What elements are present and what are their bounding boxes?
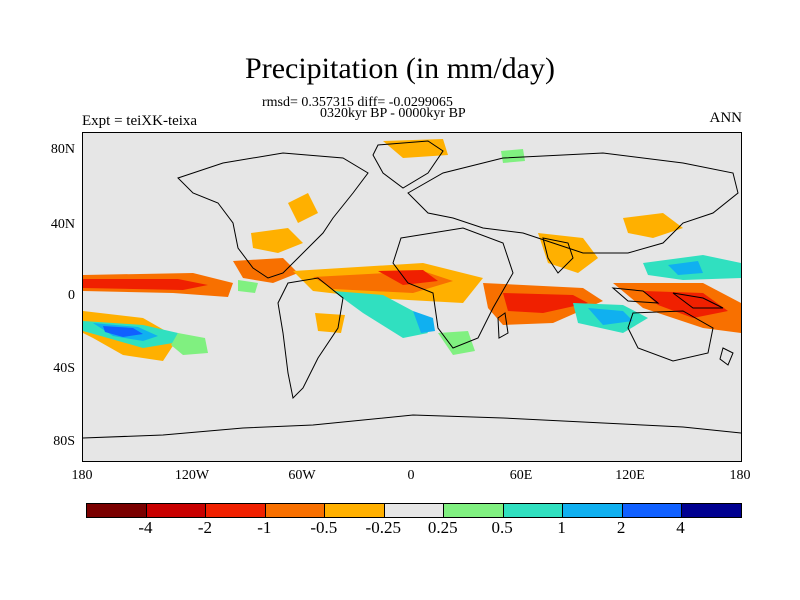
coastline — [372, 140, 444, 189]
coastline — [277, 277, 344, 400]
anomaly-blob — [333, 291, 428, 338]
anomaly-blob — [413, 311, 435, 333]
anomaly-blob — [238, 280, 258, 293]
colorbar-swatch — [384, 504, 445, 517]
colorbar-label: 2 — [616, 518, 626, 537]
anomaly-blob — [378, 270, 438, 285]
colorbar-swatch — [682, 504, 742, 517]
colorbar-swatch — [325, 504, 385, 517]
lon-tick-label: 120E — [615, 468, 645, 483]
lat-tick-label: 40N — [50, 217, 75, 232]
colorbar-swatch — [206, 504, 266, 517]
colorbar-swatch — [87, 504, 147, 517]
anomaly-blob — [233, 258, 298, 283]
lon-tick-label: 180 — [729, 468, 751, 483]
anomaly-blob — [668, 261, 703, 275]
anomaly-blob — [251, 228, 303, 253]
anomaly-blob — [503, 293, 588, 313]
anomaly-blob — [288, 193, 318, 223]
colorbar — [86, 503, 742, 518]
coastline — [497, 312, 509, 339]
stats-line: rmsd= 0.357315 diff= -0.0299065 — [262, 95, 453, 110]
lon-tick-label: 120W — [174, 468, 210, 483]
coastline — [611, 287, 660, 304]
colorbar-label: 4 — [676, 518, 685, 537]
coastline — [542, 237, 574, 274]
coastline — [392, 227, 514, 349]
colorbar-label: -1 — [257, 518, 272, 537]
lon-tick-label: 180 — [71, 468, 93, 483]
experiment-label: Expt = teiXK-teixa — [82, 113, 198, 129]
anomaly-blob — [501, 149, 525, 163]
anomaly-blob — [171, 333, 208, 355]
lon-tick-label: 0 — [407, 468, 415, 483]
coastlines — [83, 140, 741, 439]
anomaly-blob — [588, 308, 633, 325]
colorbar-label: -2 — [197, 518, 212, 537]
lon-tick-label: 60E — [509, 468, 533, 483]
coastline — [627, 310, 714, 362]
anomaly-fields — [83, 139, 741, 361]
season-label: ANN — [709, 110, 743, 126]
colorbar-swatch — [503, 504, 564, 517]
colorbar-label: -0.25 — [365, 518, 401, 537]
anomaly-blob — [643, 291, 728, 318]
colorbar-swatch — [563, 504, 623, 517]
coastline — [83, 414, 741, 439]
colorbar-label: -4 — [138, 518, 153, 537]
lat-tick-label: 80S — [53, 434, 75, 449]
colorbar-swatch — [265, 504, 326, 517]
coastline — [407, 152, 739, 254]
anomaly-blob — [623, 213, 683, 238]
anomaly-blob — [103, 326, 143, 337]
anomaly-blob — [83, 279, 208, 290]
colorbar-label: 0.5 — [491, 518, 513, 537]
coastline — [672, 292, 724, 309]
map-title: Precipitation (in mm/day) — [245, 52, 555, 85]
colorbar-label: 0.25 — [427, 518, 458, 537]
coastline — [719, 347, 734, 366]
period-line: 0320kyr BP - 0000kyr BP — [320, 106, 466, 121]
colorbar-label: -0.5 — [310, 518, 338, 537]
lat-tick-label: 0 — [68, 288, 75, 303]
map-panel — [82, 132, 742, 462]
anomaly-blob — [438, 331, 475, 355]
colorbar-swatch — [622, 504, 683, 517]
coastline — [177, 152, 369, 279]
lon-tick-label: 60W — [288, 468, 316, 483]
colorbar-swatch — [146, 504, 207, 517]
colorbar-swatch — [444, 504, 504, 517]
lat-tick-label: 40S — [53, 361, 75, 376]
precipitation-anomaly-map — [83, 139, 741, 439]
lat-tick-label: 80N — [50, 142, 75, 157]
colorbar-label: 1 — [557, 518, 566, 537]
